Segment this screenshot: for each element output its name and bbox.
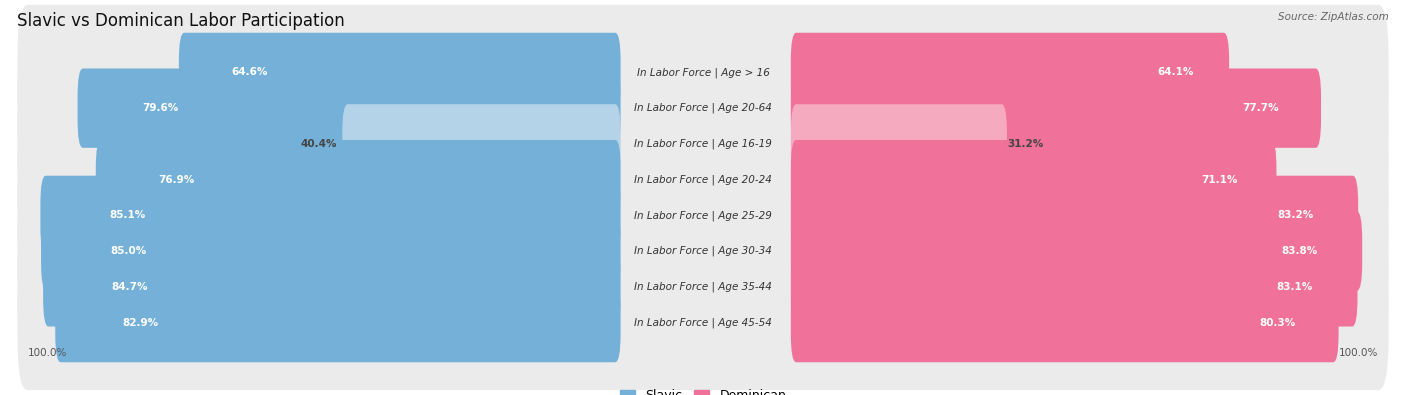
Text: In Labor Force | Age 16-19: In Labor Force | Age 16-19 [634, 139, 772, 149]
Text: 64.6%: 64.6% [231, 68, 267, 77]
FancyBboxPatch shape [790, 140, 1277, 219]
FancyBboxPatch shape [790, 247, 1358, 327]
Text: 82.9%: 82.9% [122, 318, 159, 327]
Text: 40.4%: 40.4% [301, 139, 337, 149]
FancyBboxPatch shape [41, 211, 620, 291]
FancyBboxPatch shape [41, 176, 620, 255]
FancyBboxPatch shape [179, 33, 620, 112]
FancyBboxPatch shape [17, 5, 1389, 140]
Text: In Labor Force | Age 30-34: In Labor Force | Age 30-34 [634, 246, 772, 256]
Text: 100.0%: 100.0% [1339, 348, 1378, 358]
Text: 77.7%: 77.7% [1243, 103, 1279, 113]
FancyBboxPatch shape [17, 76, 1389, 211]
FancyBboxPatch shape [790, 176, 1358, 255]
FancyBboxPatch shape [55, 283, 620, 362]
Text: 83.2%: 83.2% [1277, 211, 1313, 220]
FancyBboxPatch shape [77, 68, 620, 148]
Text: In Labor Force | Age 20-24: In Labor Force | Age 20-24 [634, 174, 772, 185]
Text: 71.1%: 71.1% [1201, 175, 1237, 184]
FancyBboxPatch shape [342, 104, 620, 184]
Text: 79.6%: 79.6% [142, 103, 179, 113]
Text: 76.9%: 76.9% [157, 175, 194, 184]
Text: 64.1%: 64.1% [1157, 68, 1194, 77]
Text: In Labor Force | Age 35-44: In Labor Force | Age 35-44 [634, 282, 772, 292]
FancyBboxPatch shape [17, 41, 1389, 176]
FancyBboxPatch shape [790, 211, 1362, 291]
Text: In Labor Force | Age 20-64: In Labor Force | Age 20-64 [634, 103, 772, 113]
FancyBboxPatch shape [790, 68, 1322, 148]
FancyBboxPatch shape [17, 148, 1389, 283]
Text: In Labor Force | Age > 16: In Labor Force | Age > 16 [637, 67, 769, 78]
FancyBboxPatch shape [790, 104, 1007, 184]
FancyBboxPatch shape [17, 255, 1389, 390]
Text: 31.2%: 31.2% [1007, 139, 1043, 149]
Text: 100.0%: 100.0% [28, 348, 67, 358]
FancyBboxPatch shape [17, 219, 1389, 354]
FancyBboxPatch shape [96, 140, 620, 219]
Text: 83.8%: 83.8% [1281, 246, 1317, 256]
Text: 85.0%: 85.0% [110, 246, 146, 256]
FancyBboxPatch shape [17, 184, 1389, 319]
Text: In Labor Force | Age 45-54: In Labor Force | Age 45-54 [634, 317, 772, 328]
FancyBboxPatch shape [790, 33, 1229, 112]
Text: 83.1%: 83.1% [1277, 282, 1313, 292]
Text: Source: ZipAtlas.com: Source: ZipAtlas.com [1278, 12, 1389, 22]
Text: 80.3%: 80.3% [1258, 318, 1295, 327]
FancyBboxPatch shape [44, 247, 620, 327]
Text: 85.1%: 85.1% [110, 211, 146, 220]
FancyBboxPatch shape [790, 283, 1339, 362]
Legend: Slavic, Dominican: Slavic, Dominican [614, 384, 792, 395]
FancyBboxPatch shape [17, 112, 1389, 247]
Text: Slavic vs Dominican Labor Participation: Slavic vs Dominican Labor Participation [17, 12, 344, 30]
Text: 84.7%: 84.7% [111, 282, 148, 292]
Text: In Labor Force | Age 25-29: In Labor Force | Age 25-29 [634, 210, 772, 221]
